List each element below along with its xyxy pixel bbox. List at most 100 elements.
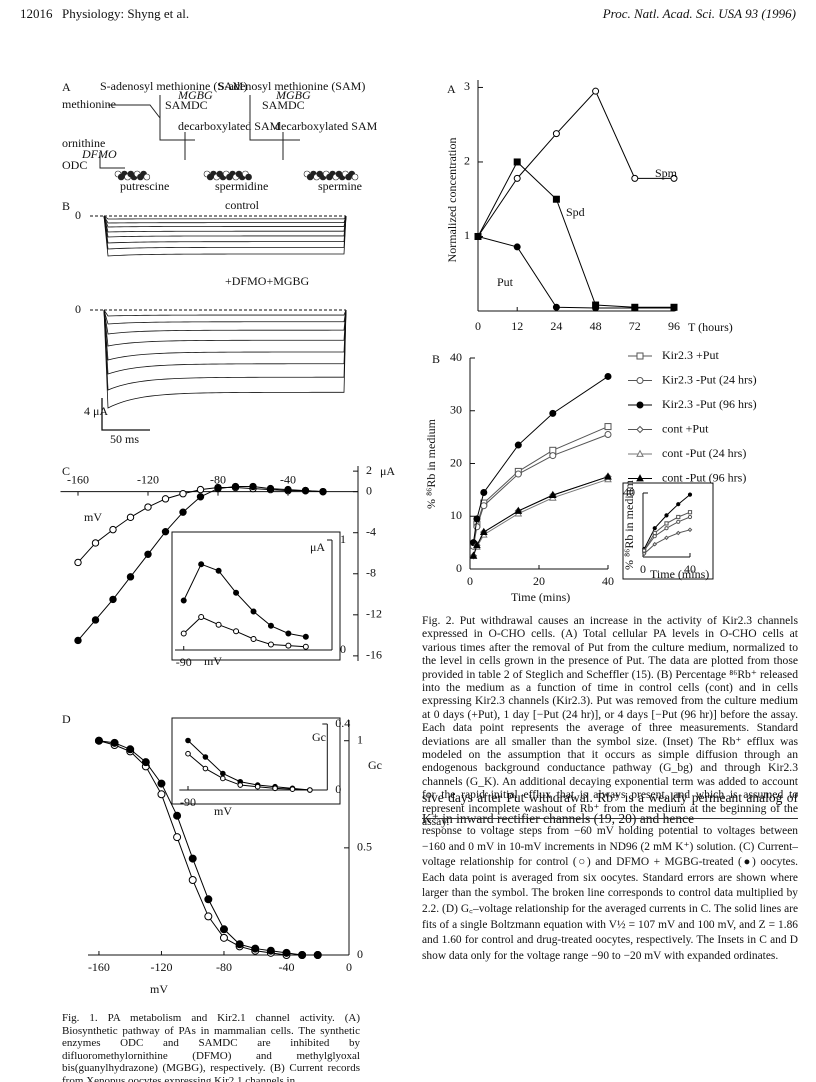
marker: [636, 474, 644, 482]
current-trace: [103, 215, 347, 233]
pathway-arrow: [108, 104, 161, 119]
marker: [514, 506, 523, 514]
series-label: Spm: [655, 166, 678, 180]
x-tick-label: -120: [150, 960, 172, 974]
x-tick-label: 48: [590, 319, 602, 333]
current-trace: [103, 309, 347, 335]
y-tick-label: 0: [357, 947, 363, 961]
legend-label: Kir2.3 +Put: [662, 348, 719, 362]
series-label: Spd: [566, 205, 585, 219]
marker: [202, 765, 209, 772]
marker: [514, 470, 522, 478]
label: μA: [380, 464, 395, 478]
y-tick-label: -12: [366, 607, 382, 621]
panel-label: D: [62, 712, 71, 726]
marker: [233, 589, 240, 596]
marker: [185, 750, 191, 757]
marker: [687, 514, 693, 520]
series-line: [477, 90, 674, 237]
label: mV: [204, 654, 222, 668]
body-text: sive days after Put withdrawal. Rb⁺ is a…: [422, 790, 798, 826]
marker: [664, 513, 669, 518]
marker: [636, 425, 644, 434]
marker: [285, 630, 292, 637]
figure2-caption: Fig. 2. Put withdrawal causes an increas…: [422, 614, 798, 829]
x-tick-label: -80: [210, 472, 226, 486]
marker: [319, 487, 327, 496]
diagram-text: S-adenosyl methionine (SAM): [100, 79, 247, 93]
molecule: [143, 173, 151, 181]
marker: [126, 573, 135, 581]
marker: [219, 925, 228, 934]
series-line: [183, 563, 306, 638]
current-trace: [103, 215, 347, 250]
label: 4 μA: [84, 404, 108, 418]
marker: [251, 944, 260, 953]
label: T (hours): [688, 320, 733, 334]
y-tick-label: 40: [623, 485, 635, 499]
label: Time (mins): [650, 567, 709, 581]
marker: [161, 527, 170, 536]
current-trace: [103, 309, 347, 409]
figure1-caption-continued: response to voltage steps from −60 mV ho…: [422, 825, 798, 962]
x-tick-label: -40: [278, 960, 294, 974]
x-tick-label: 0: [640, 562, 646, 576]
current-trace: [103, 309, 347, 375]
marker: [664, 521, 669, 526]
scale-bar: [101, 398, 150, 431]
marker: [549, 409, 557, 417]
marker: [220, 775, 226, 782]
x-tick-label: 12: [511, 319, 523, 333]
marker: [185, 737, 191, 744]
y-tick-label: 3: [464, 79, 470, 93]
marker: [301, 486, 310, 495]
marker: [188, 876, 197, 884]
marker: [552, 130, 560, 138]
y-tick-label: 0: [456, 561, 462, 575]
marker: [552, 303, 560, 311]
marker: [687, 510, 693, 515]
label: Time (mins): [511, 590, 570, 604]
marker: [74, 558, 82, 567]
series-line: [472, 434, 609, 547]
marker: [196, 493, 205, 501]
marker: [687, 492, 693, 497]
marker: [214, 484, 222, 493]
marker: [641, 551, 647, 557]
diagram-text: decarboxylated SAM: [178, 119, 281, 133]
marker: [173, 811, 182, 820]
marker: [631, 174, 639, 182]
marker: [636, 449, 644, 457]
legend-label: Kir2.3 -Put (96 hrs): [662, 397, 757, 411]
marker: [220, 770, 226, 777]
running-head: Physiology: Shyng et al.: [62, 6, 190, 21]
marker: [284, 485, 292, 494]
panel-label: B: [62, 199, 70, 213]
y-tick-label: 1: [464, 228, 470, 242]
marker: [237, 782, 244, 788]
series-line: [472, 476, 609, 556]
diagram-text: MGBG: [275, 88, 311, 102]
series-line: [472, 478, 609, 556]
inset-frame: [171, 531, 341, 661]
current-trace: [103, 309, 347, 361]
diagram-text: spermidine: [215, 179, 268, 193]
marker: [289, 786, 296, 792]
marker: [91, 539, 100, 547]
marker: [161, 495, 170, 503]
x-tick-label: 72: [629, 319, 641, 333]
marker: [179, 508, 187, 516]
diagram-text: ODC: [62, 158, 87, 172]
marker: [652, 541, 658, 547]
label: mV: [84, 510, 102, 524]
diagram-text: spermine: [318, 179, 362, 193]
marker: [473, 540, 481, 549]
marker: [592, 87, 600, 95]
panel-label: C: [62, 464, 70, 478]
diagram-text: decarboxylated SAM: [275, 119, 378, 133]
y-tick-label: 1: [357, 732, 363, 746]
page-number: 12016: [20, 6, 53, 21]
marker: [676, 514, 681, 520]
y-tick-label: 0: [366, 483, 372, 497]
